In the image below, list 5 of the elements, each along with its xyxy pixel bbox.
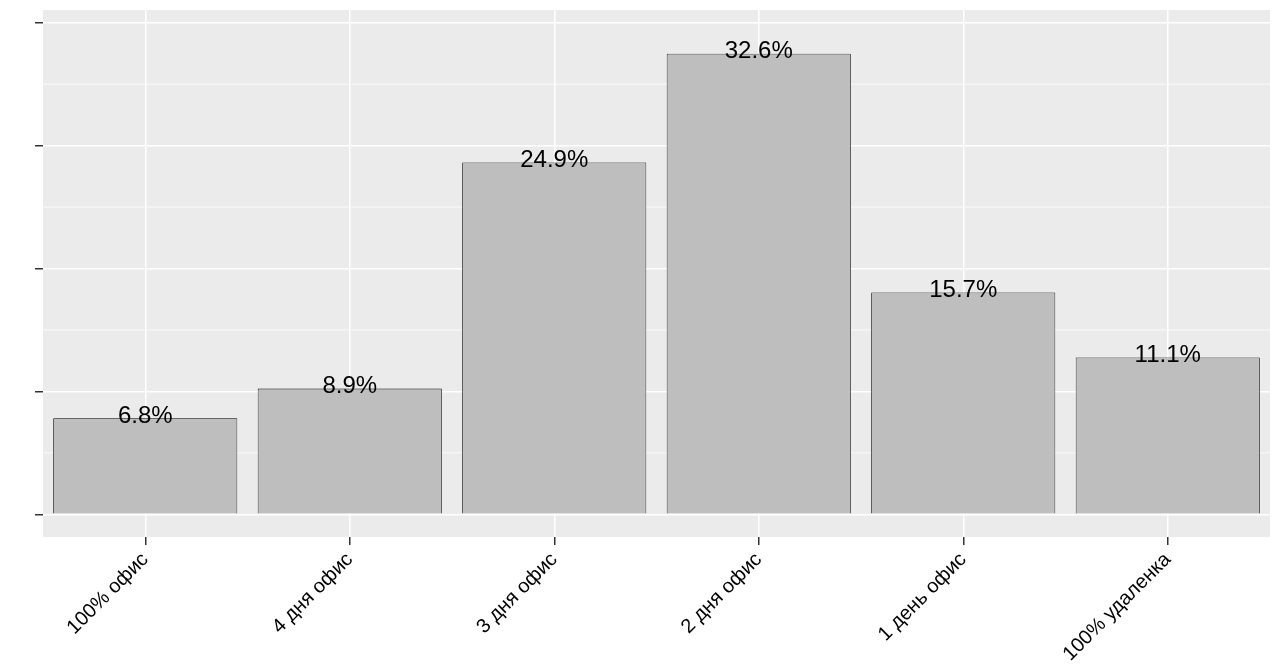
data-label: 11.1%: [1134, 340, 1201, 368]
data-label: 24.9%: [520, 145, 589, 173]
data-label: 15.7%: [929, 275, 998, 303]
data-label: 32.6%: [724, 36, 793, 64]
data-label: 8.9%: [322, 371, 378, 399]
